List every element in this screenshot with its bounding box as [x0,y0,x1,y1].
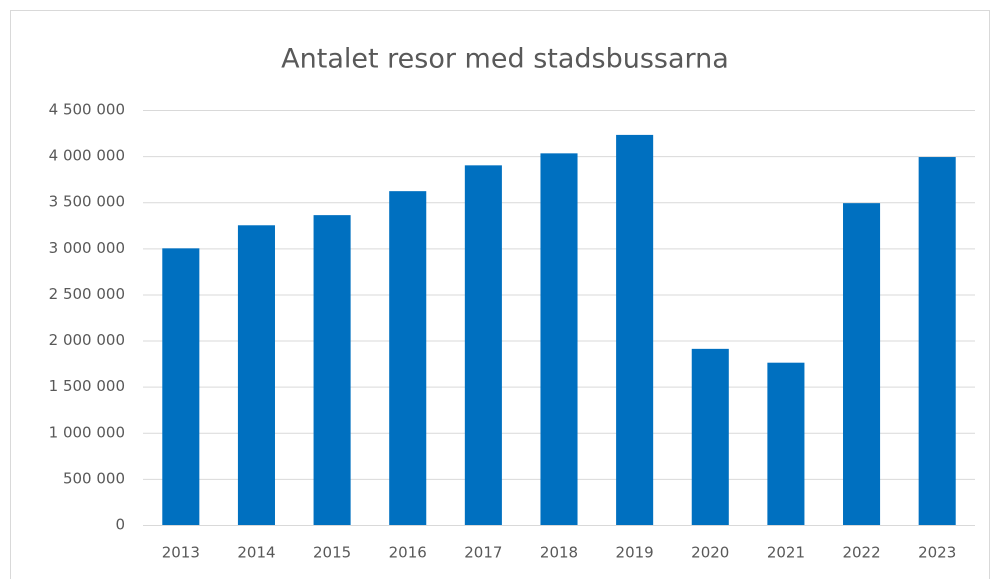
y-tick-label: 4 000 000 [49,147,125,165]
x-tick-label: 2021 [767,544,805,562]
y-tick-label: 0 [115,516,125,534]
y-tick-label: 2 000 000 [49,331,125,349]
bar [237,225,275,525]
x-tick-label: 2023 [918,544,956,562]
x-tick-label: 2015 [313,544,351,562]
y-tick-label: 1 000 000 [49,423,125,441]
bar [540,153,578,525]
x-tick-label: 2020 [691,544,729,562]
y-tick-label: 2 500 000 [49,285,125,303]
x-tick-label: 2014 [237,544,275,562]
y-tick-label: 1 500 000 [49,377,125,395]
bar [843,203,881,525]
bar [313,215,351,525]
x-tick-label: 2017 [464,544,502,562]
x-tick-label: 2022 [842,544,880,562]
bar [918,157,956,526]
bar [389,191,427,525]
y-tick-label: 4 500 000 [49,101,125,119]
x-tick-label: 2013 [162,544,200,562]
bar [464,165,502,526]
y-tick-label: 500 000 [63,469,125,487]
x-tick-label: 2016 [389,544,427,562]
bar [691,348,729,525]
chart-title: Antalet resor med stadsbussarna [281,44,729,75]
bar [616,134,654,525]
x-tick-label: 2018 [540,544,578,562]
bar [767,362,805,525]
bar [162,248,200,526]
y-tick-label: 3 000 000 [49,239,125,257]
x-tick-label: 2019 [616,544,654,562]
y-tick-label: 3 500 000 [49,193,125,211]
